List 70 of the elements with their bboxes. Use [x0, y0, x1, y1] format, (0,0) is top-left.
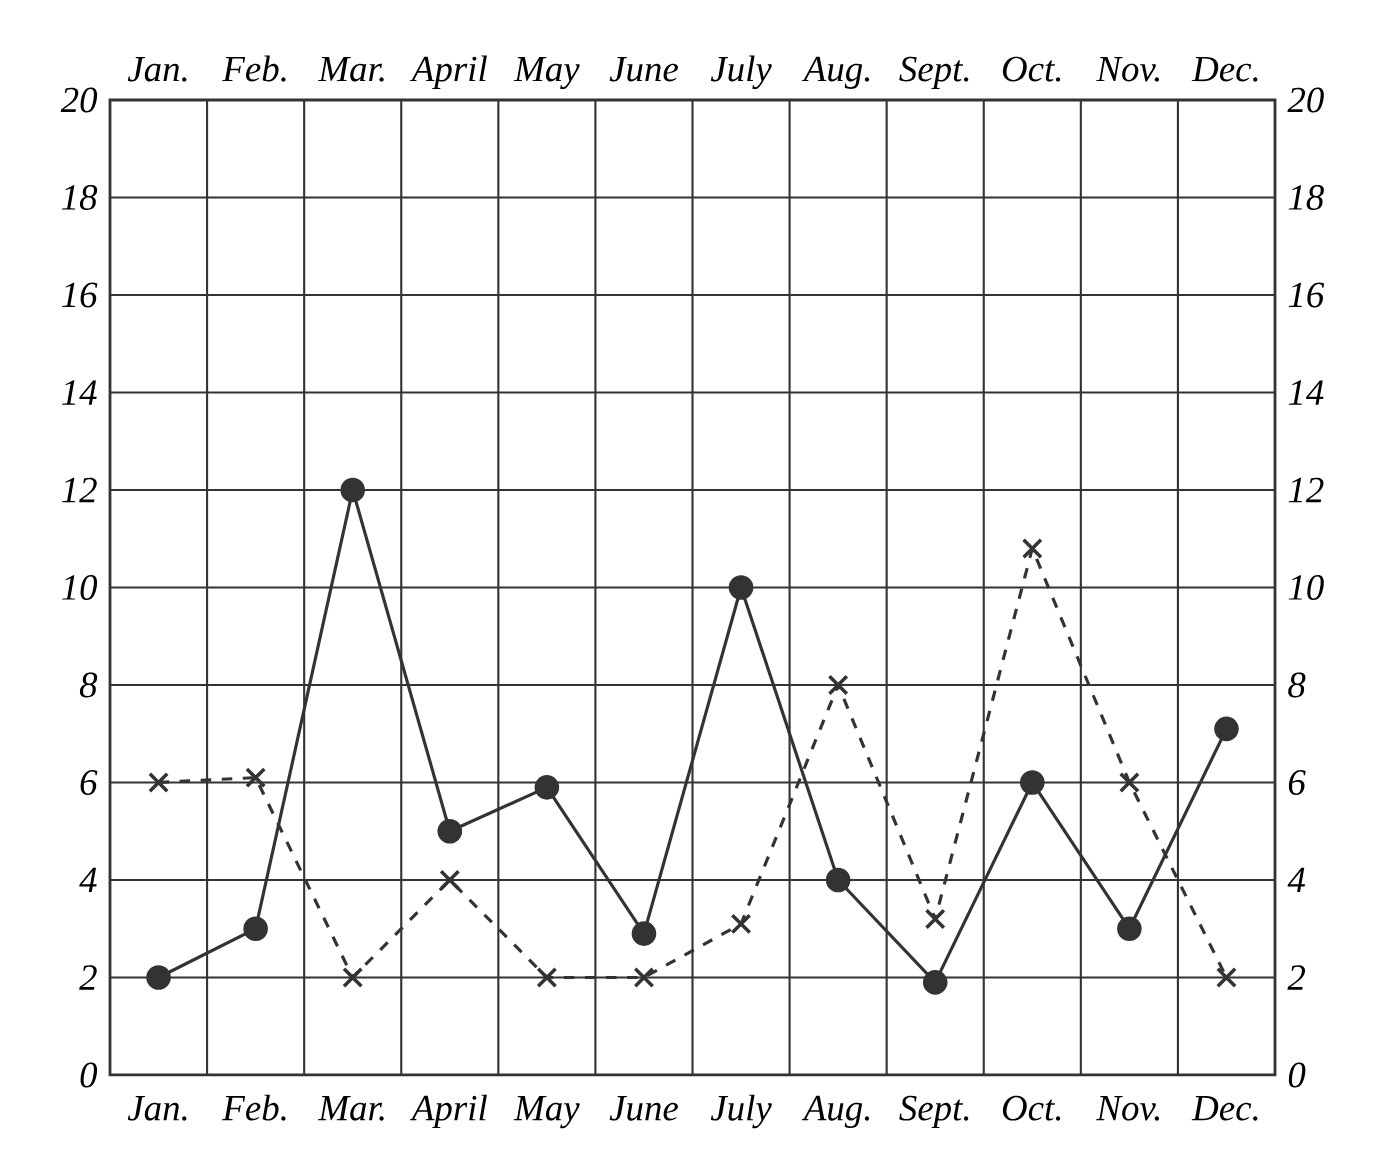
- x-tick-label: Mar.: [317, 56, 384, 82]
- x-tick-label: Aug.: [801, 56, 870, 89]
- point: [146, 965, 171, 990]
- category-label: Aug.: [801, 1095, 870, 1129]
- y-tick-label: 0: [80, 1062, 98, 1088]
- point: [437, 818, 463, 844]
- category-label: Dec.: [1191, 1096, 1258, 1121]
- x-tick-label: July: [710, 55, 772, 90]
- y-tick-label: 2: [79, 965, 97, 990]
- point: [1021, 538, 1043, 559]
- category-label: Mar.: [317, 1096, 384, 1121]
- point: [825, 867, 851, 893]
- point: [1118, 772, 1140, 793]
- point: [631, 921, 657, 946]
- point: [633, 967, 655, 988]
- category-label: Jan.: [127, 1096, 187, 1121]
- x-tick-label: April: [409, 55, 487, 89]
- y2-tick-label: 18: [1288, 185, 1324, 210]
- point: [536, 967, 558, 988]
- category-label: Feb.: [222, 1094, 286, 1121]
- y2-tick-label: 16: [1288, 282, 1325, 308]
- y2-tick-label: 0: [1288, 1062, 1306, 1088]
- y-tick-label: 4: [79, 867, 97, 893]
- y2-tick-label: 14: [1288, 380, 1324, 405]
- category-label: Nov.: [1096, 1096, 1160, 1121]
- category-label: June: [609, 1096, 678, 1121]
- y-tick-label: 10: [62, 575, 98, 600]
- category-label: May: [513, 1096, 580, 1129]
- point: [924, 908, 946, 930]
- y2-tick-label: 8: [1288, 672, 1306, 698]
- x-tick-label: Dec.: [1191, 56, 1258, 82]
- x-tick-label: Nov.: [1096, 56, 1160, 82]
- y-tick-label: 18: [62, 185, 98, 210]
- point: [730, 913, 752, 935]
- y-tick-label: 20: [60, 87, 98, 113]
- y2-tick-label: 4: [1287, 867, 1305, 893]
- point: [340, 477, 366, 503]
- point: [534, 775, 560, 800]
- y2-tick-label: 6: [1288, 770, 1306, 795]
- y2-tick-label: 10: [1288, 575, 1324, 600]
- x-tick-label: Oct.: [1002, 56, 1061, 82]
- category-label: July: [710, 1094, 772, 1129]
- y-tick-label: 8: [79, 672, 98, 698]
- point: [1214, 716, 1239, 742]
- x-tick-label: June: [609, 56, 678, 82]
- x-tick-label: Sept.: [899, 56, 969, 89]
- point: [243, 916, 268, 942]
- y-tick-label: 14: [62, 380, 97, 405]
- point: [148, 772, 169, 793]
- category-label: Oct.: [1002, 1095, 1061, 1121]
- point: [728, 575, 754, 600]
- point: [1117, 916, 1142, 942]
- point: [1019, 770, 1045, 795]
- y2-tick-label: 20: [1287, 87, 1324, 113]
- point: [1216, 967, 1237, 988]
- x-tick-label: Jan.: [127, 56, 187, 82]
- category-label: April: [409, 1094, 487, 1129]
- category-label: Sept.: [899, 1095, 969, 1129]
- y2-tick-label: 2: [1287, 965, 1306, 990]
- point: [922, 970, 948, 995]
- x-tick-label: Feb.: [222, 55, 286, 82]
- y2-tick-label: 12: [1288, 477, 1324, 503]
- point: [439, 869, 461, 891]
- y-tick-label: 6: [80, 770, 98, 795]
- point: [342, 967, 364, 988]
- x-tick-label: May: [513, 56, 580, 90]
- point: [245, 767, 267, 789]
- y-tick-label: 12: [62, 477, 97, 503]
- y-tick-label: 16: [62, 282, 98, 308]
- point: [827, 674, 849, 696]
